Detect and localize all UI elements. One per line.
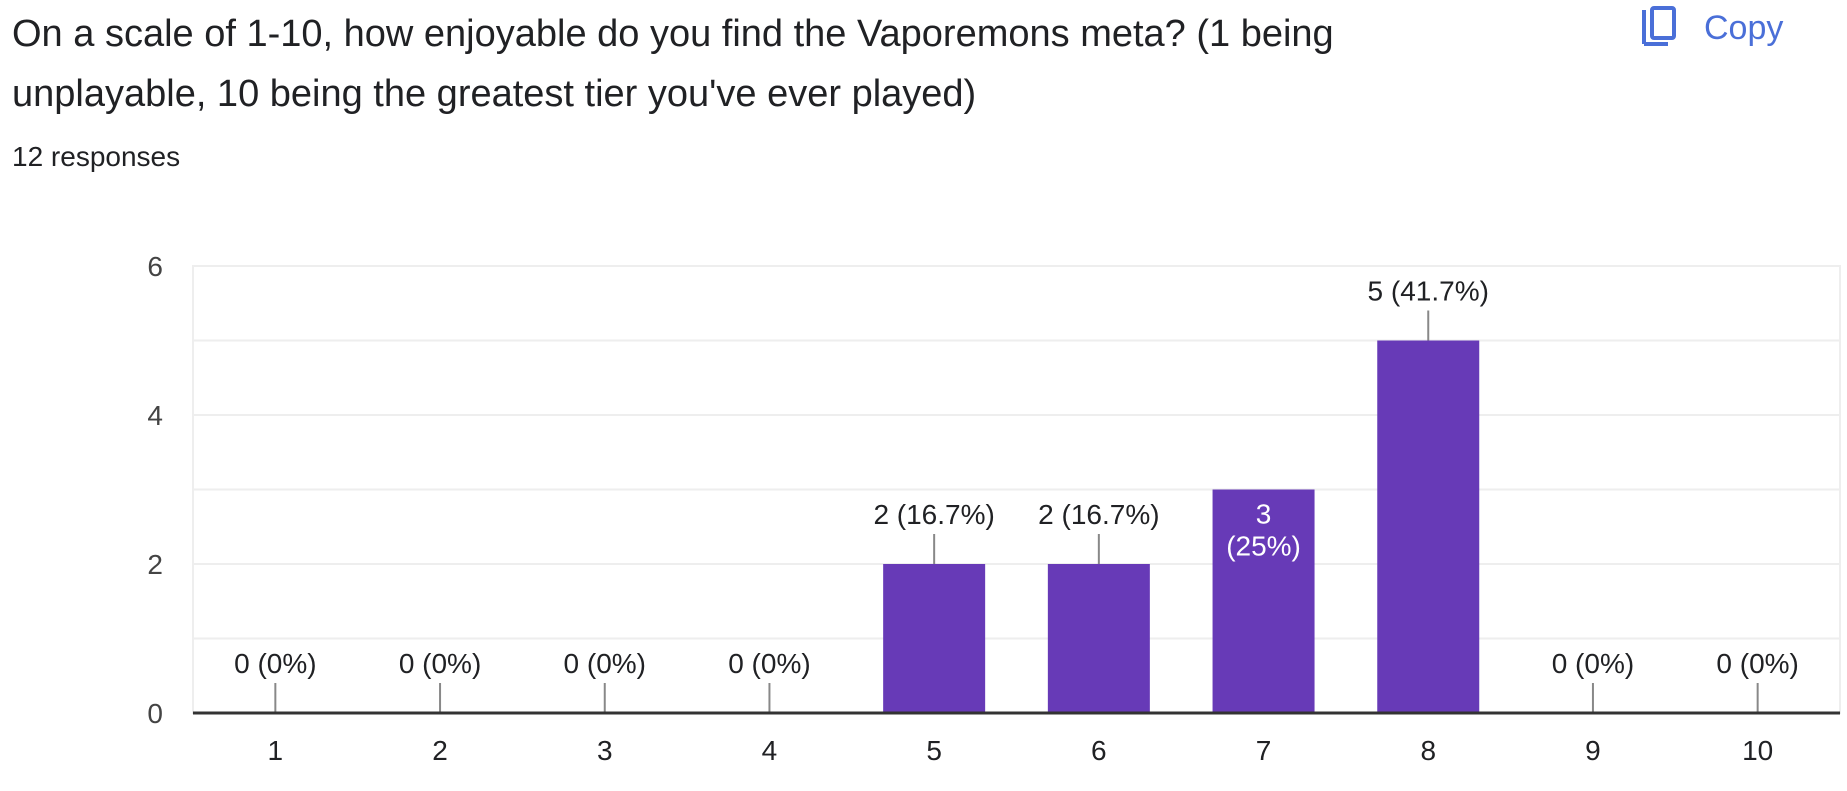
data-label: 2 (16.7%) <box>873 499 994 530</box>
data-label: 2 (16.7%) <box>1038 499 1159 530</box>
response-count: 12 responses <box>12 141 181 172</box>
bar <box>1377 340 1480 713</box>
data-label: 3 <box>1256 499 1272 530</box>
data-label: 0 (0%) <box>1716 648 1798 679</box>
data-label: 0 (0%) <box>564 648 646 679</box>
data-label: 0 (0%) <box>728 648 810 679</box>
copy-label: Copy <box>1704 8 1784 47</box>
x-tick-label: 7 <box>1256 735 1272 766</box>
y-tick-label: 6 <box>147 251 163 282</box>
y-tick-label: 4 <box>147 400 163 431</box>
x-tick-label: 3 <box>597 735 613 766</box>
bar <box>1212 489 1315 713</box>
x-tick-label: 9 <box>1585 735 1601 766</box>
y-tick-label: 0 <box>147 698 163 729</box>
x-tick-label: 4 <box>762 735 778 766</box>
y-tick-label: 2 <box>147 549 163 580</box>
data-label: (25%) <box>1226 531 1301 562</box>
copy-button[interactable]: Copy <box>1640 0 1783 56</box>
x-tick-label: 1 <box>268 735 284 766</box>
x-tick-label: 8 <box>1420 735 1436 766</box>
data-label: 0 (0%) <box>1552 648 1634 679</box>
data-label: 0 (0%) <box>234 648 316 679</box>
copy-icon <box>1640 6 1680 50</box>
bar <box>883 564 986 713</box>
x-tick-label: 6 <box>1091 735 1107 766</box>
x-tick-label: 5 <box>926 735 942 766</box>
bar <box>1047 564 1150 713</box>
x-tick-label: 2 <box>432 735 448 766</box>
data-label: 0 (0%) <box>399 648 481 679</box>
question-title: On a scale of 1-10, how enjoyable do you… <box>12 13 1334 115</box>
x-tick-label: 10 <box>1742 735 1773 766</box>
data-label: 5 (41.7%) <box>1368 276 1489 307</box>
